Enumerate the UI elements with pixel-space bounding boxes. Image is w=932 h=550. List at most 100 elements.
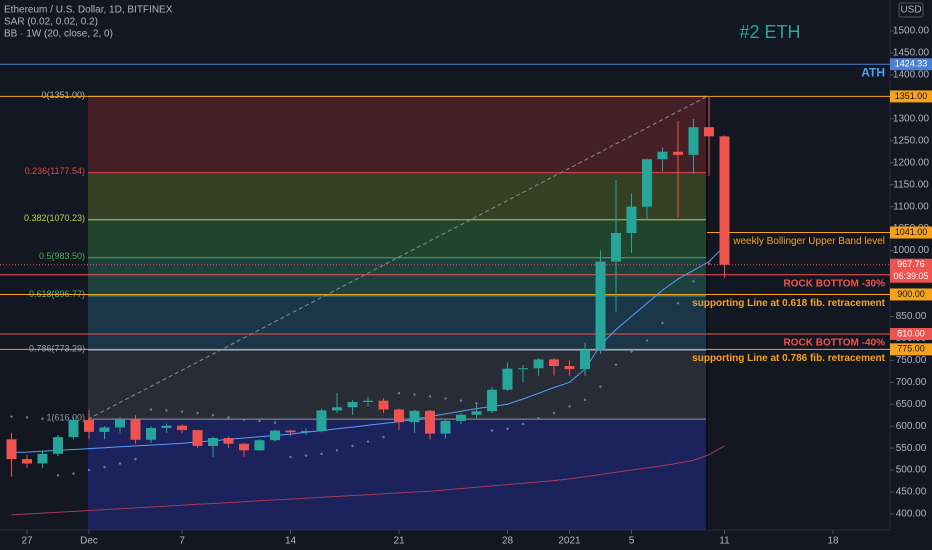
sar-dot	[428, 395, 432, 398]
sar-dot	[351, 444, 354, 448]
sar-dot	[72, 472, 75, 475]
candle-body	[363, 400, 373, 403]
level-label-bg	[890, 58, 932, 71]
sar-dot	[630, 350, 633, 353]
sar-dot	[227, 416, 230, 419]
bb-lower	[11, 445, 725, 516]
candle-body	[518, 368, 528, 370]
candle-body	[177, 425, 187, 431]
indicator-label: SAR (0.02, 0.02, 0.2)	[4, 17, 98, 28]
candle-body	[254, 440, 265, 451]
sar-dot	[211, 414, 215, 417]
candle-body	[502, 368, 513, 390]
candle-body	[270, 430, 280, 441]
x-tick-label: 21	[393, 536, 405, 547]
level-label-bg	[890, 226, 932, 239]
y-tick-label: 450.00	[896, 487, 927, 498]
candle-body	[130, 419, 141, 440]
sar-dot	[692, 280, 695, 283]
sar-dot	[242, 418, 246, 421]
candle-body	[192, 430, 203, 446]
y-tick-label: 1100.00	[893, 201, 929, 212]
level-label-bg	[890, 343, 932, 356]
sar-dot	[537, 417, 540, 420]
y-tick-label: 600.00	[896, 421, 927, 432]
y-tick-label: 1300.00	[893, 113, 930, 124]
candle-body	[626, 206, 637, 233]
sar-dot	[444, 397, 447, 400]
y-tick-label: 650.00	[896, 399, 927, 410]
candle-body	[84, 420, 94, 432]
y-tick-label: 1500.00	[893, 26, 930, 37]
sar-dot	[180, 410, 184, 413]
currency-box[interactable]	[898, 2, 924, 18]
sar-dot	[196, 411, 199, 415]
candle-body	[22, 459, 32, 464]
fib-trend	[87, 95, 708, 420]
level-label-bg	[890, 288, 932, 301]
candle-body	[6, 439, 17, 460]
bb-upper	[11, 245, 725, 453]
sar-dot	[552, 411, 556, 415]
sar-dot	[273, 421, 277, 424]
sar-dot	[320, 452, 323, 456]
candle-body	[595, 261, 606, 350]
candle-body	[68, 420, 79, 438]
y-tick-label: 850.00	[896, 311, 927, 322]
current-price-label: 967.76	[897, 259, 925, 269]
candle-body	[223, 438, 234, 444]
x-tick-label: 28	[502, 536, 514, 547]
candle-body	[456, 414, 466, 421]
candle-body	[146, 427, 156, 440]
fib-label: 0.5(983.50)	[39, 251, 85, 261]
fib-zone	[88, 172, 707, 220]
sar-dot	[335, 449, 339, 452]
sar-dot	[661, 321, 664, 325]
level-label: 810.00	[897, 328, 925, 338]
y-tick-label: 1200.00	[893, 157, 930, 168]
candle-body	[688, 127, 699, 155]
sar-dot	[304, 454, 308, 457]
candle-body	[564, 366, 575, 370]
sar-dot	[676, 302, 680, 305]
level-note: ROCK BOTTOM -30%	[784, 278, 886, 289]
x-tick-label: 2021	[558, 536, 581, 547]
sar-dot	[568, 405, 571, 408]
currency[interactable]: USD	[900, 5, 921, 16]
sar-dot	[56, 474, 60, 477]
fib-label: 1(616.00)	[46, 413, 85, 423]
sar-dot	[599, 385, 602, 388]
y-tick-label: 400.00	[896, 509, 927, 520]
y-tick-label: 750.00	[896, 355, 927, 366]
annotation: #2 ETH	[739, 22, 800, 42]
candle-body	[642, 159, 652, 207]
sar-dot	[506, 427, 509, 431]
candle-body	[471, 411, 482, 415]
fib-extension-zone	[88, 419, 707, 530]
sar-dot	[10, 415, 13, 418]
level-label: 1041.00	[895, 227, 928, 237]
sar-dot	[25, 416, 29, 419]
sar-dot	[490, 429, 494, 432]
sar-dot	[87, 468, 91, 472]
sar-dot	[41, 417, 44, 420]
candle-body	[549, 359, 559, 367]
candle-body	[719, 136, 730, 265]
level-label: 900.00	[897, 289, 925, 299]
y-tick-label: 550.00	[896, 443, 927, 454]
countdown-label: 06:39:05	[893, 271, 928, 281]
x-tick-label: 18	[827, 536, 839, 547]
chart-title: Ethereum / U.S. Dollar, 1D, BITFINEX	[4, 5, 173, 16]
candle-body	[394, 409, 404, 423]
y-tick-label: 1450.00	[893, 48, 930, 59]
level-note: weekly Bollinger Upper Band level	[732, 236, 885, 247]
level-label: 1351.00	[895, 91, 928, 101]
candle-body	[332, 407, 342, 411]
sar-dot	[103, 465, 106, 469]
candle-body	[161, 425, 172, 428]
candle-body	[580, 349, 590, 370]
level-label: 1424.33	[895, 59, 928, 69]
candle-body	[409, 410, 420, 423]
candle-body	[37, 453, 48, 464]
sar-dot	[382, 435, 385, 439]
